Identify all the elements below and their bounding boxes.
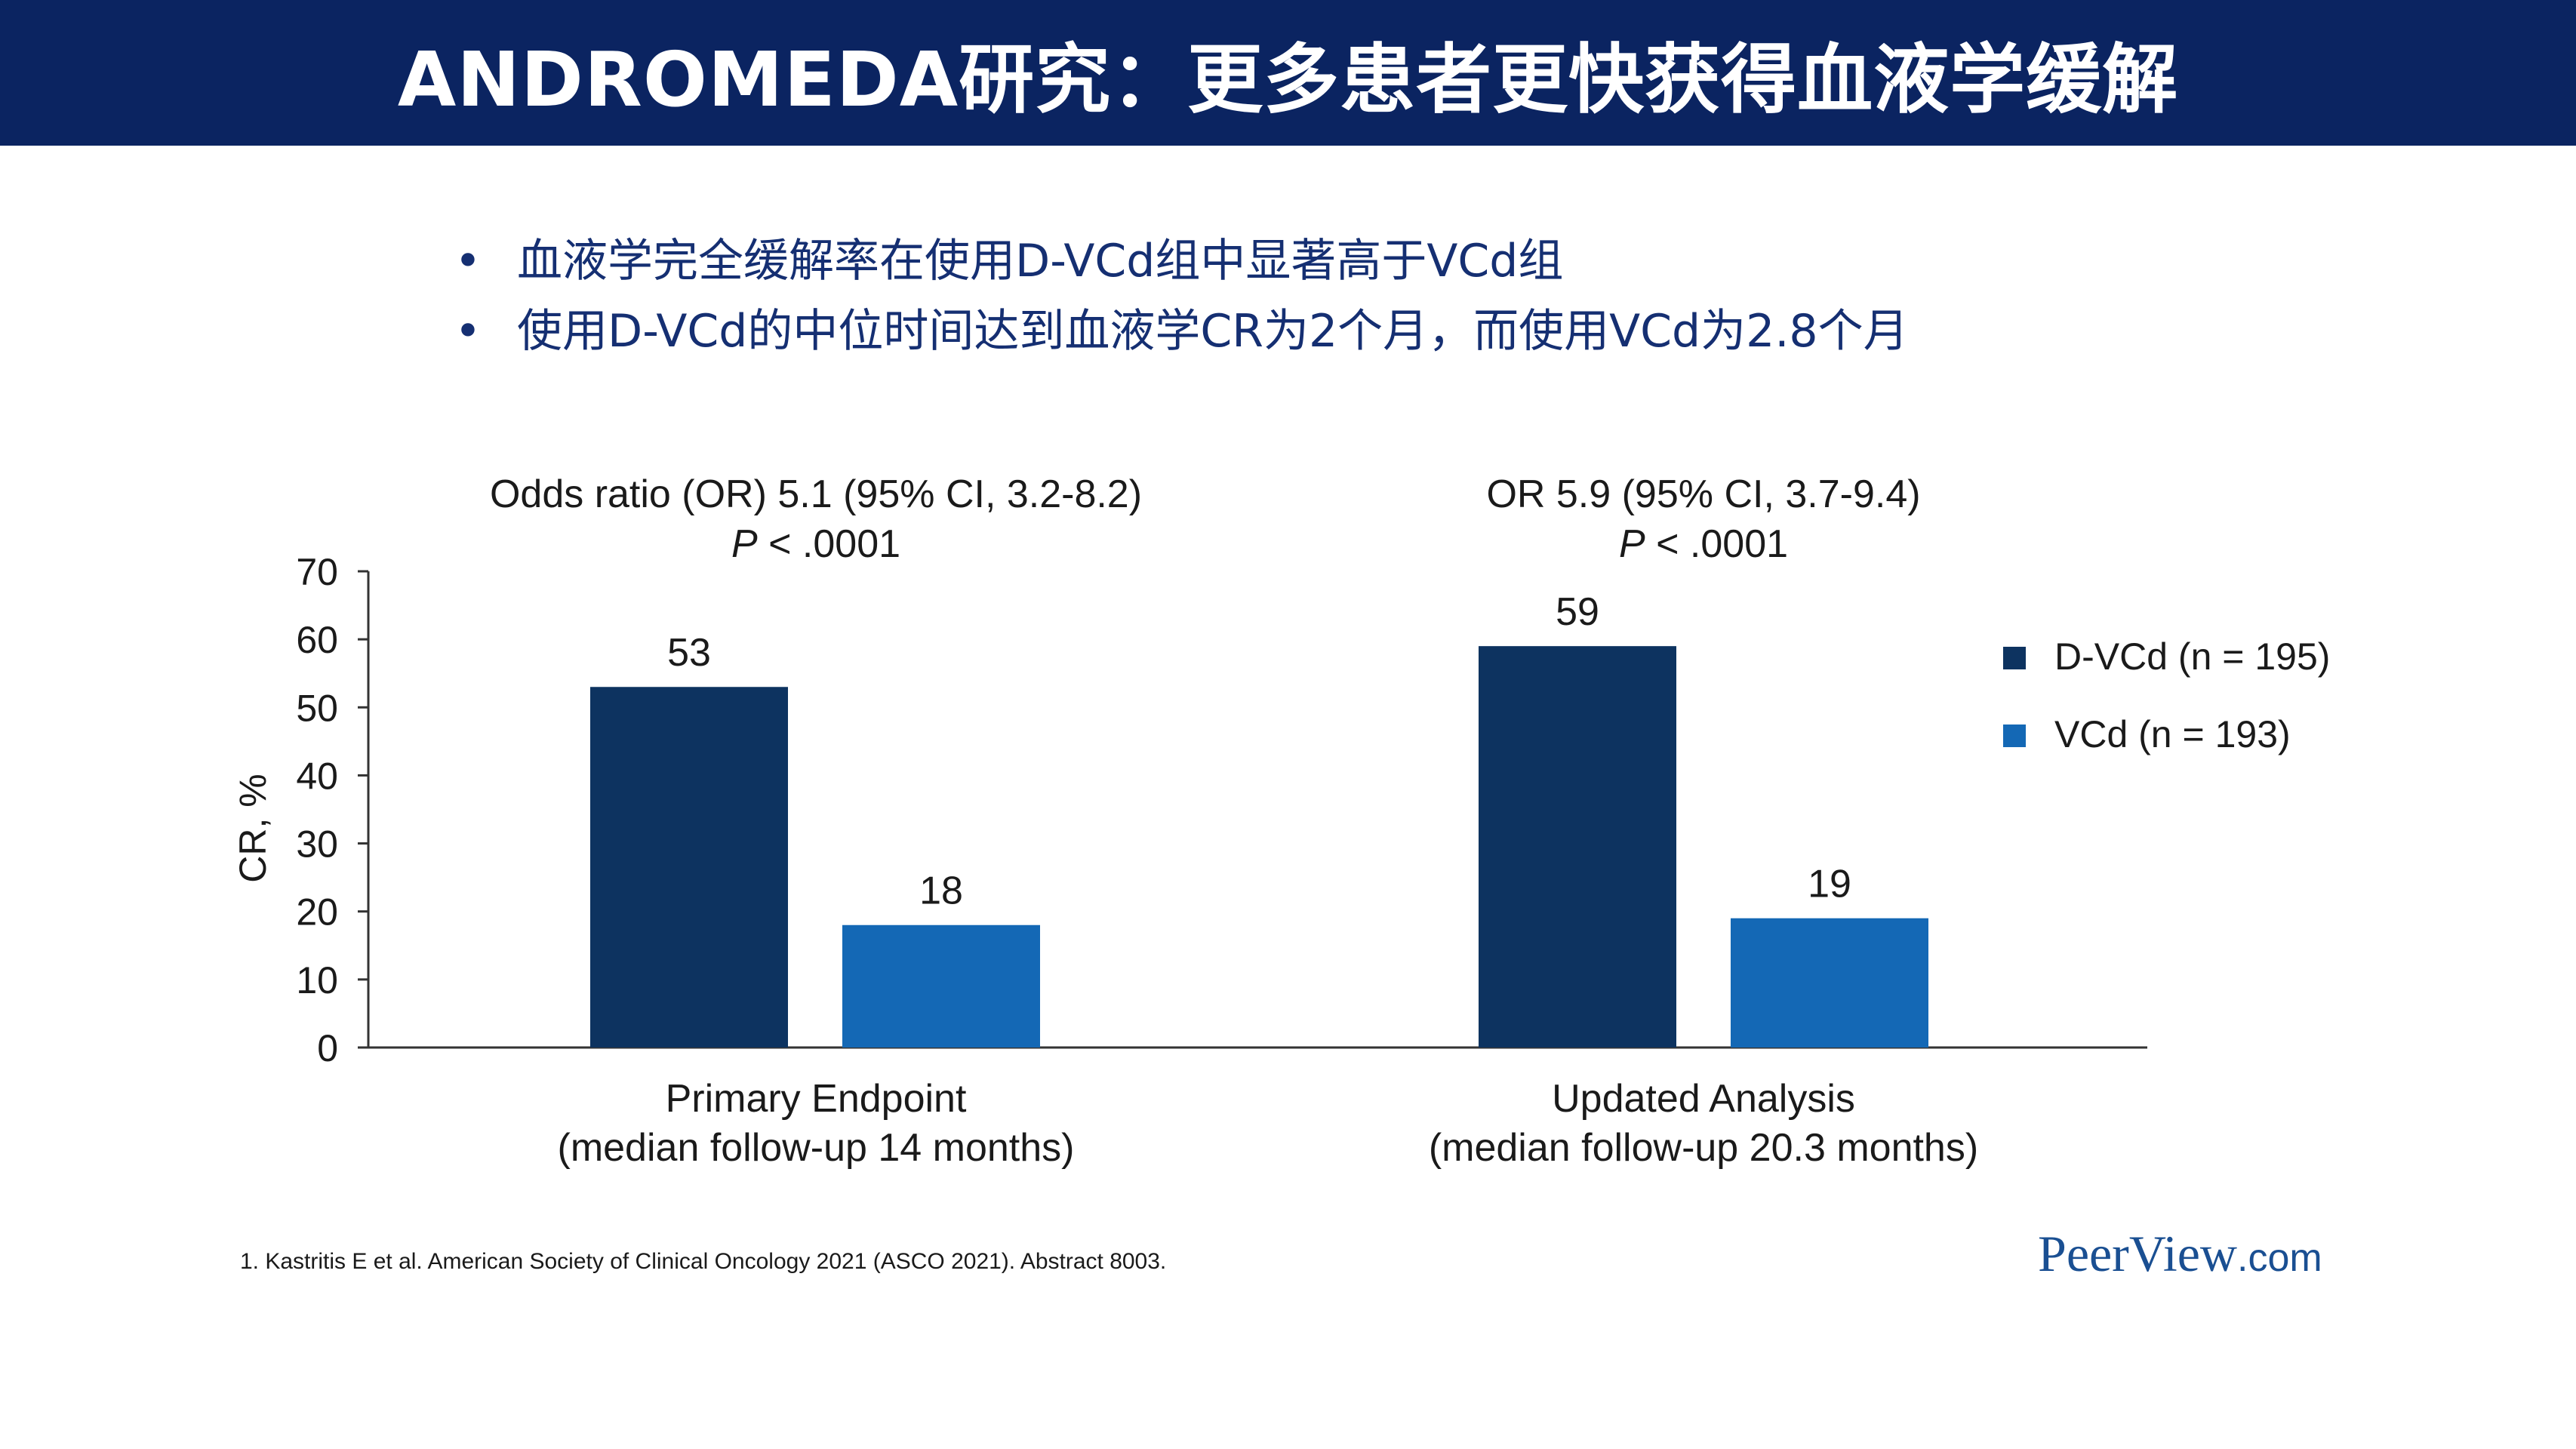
y-tick-label: 70 [296, 551, 338, 593]
legend-label: VCd (n = 193) [2054, 713, 2291, 755]
x-category-label: (median follow-up 14 months) [558, 1126, 1075, 1170]
odds-ratio-annotation: OR 5.9 (95% CI, 3.7-9.4) [1486, 472, 1920, 516]
bullet-glyph: • [454, 235, 482, 288]
bullet-list: • 血液学完全缓解率在使用D-VCd组中显著高于VCd组 • 使用D-VCd的中位时… [453, 226, 1909, 367]
p-label: P [1619, 522, 1645, 566]
y-tick-label: 10 [296, 959, 338, 1001]
bar-value-label: 18 [919, 869, 963, 913]
y-tick-label: 20 [296, 891, 338, 934]
bar [1731, 918, 1928, 1048]
p-label: P [731, 522, 758, 566]
x-category-label: (median follow-up 20.3 months) [1429, 1126, 1978, 1170]
logo-main: PeerView [2038, 1225, 2238, 1282]
legend-swatch [2003, 647, 2026, 669]
legend-swatch [2003, 724, 2026, 747]
slide-title: ANDROMEDA研究：更多患者更快获得血液学缓解 [397, 35, 2179, 124]
bar [590, 687, 788, 1048]
bar [1479, 646, 1676, 1048]
p-value: < .0001 [758, 522, 900, 566]
p-value-annotation: P < .0001 [1619, 522, 1788, 566]
title-bar: ANDROMEDA研究：更多患者更快获得血液学缓解 [0, 0, 2576, 146]
x-category-label: Updated Analysis [1552, 1077, 1855, 1121]
odds-ratio-annotation: Odds ratio (OR) 5.1 (95% CI, 3.2-8.2) [490, 472, 1142, 516]
bar-value-label: 53 [667, 631, 711, 675]
y-tick-label: 0 [317, 1027, 338, 1069]
x-category-label: Primary Endpoint [666, 1077, 967, 1121]
y-tick-label: 40 [296, 755, 338, 797]
bar-value-label: 59 [1556, 590, 1599, 634]
bullet-glyph: • [454, 305, 482, 358]
legend-label: D-VCd (n = 195) [2054, 635, 2330, 678]
bar [842, 924, 1040, 1048]
peerview-logo: PeerView.com [2038, 1224, 2322, 1284]
y-tick-label: 30 [296, 823, 338, 866]
footnote: 1. Kastritis E et al. American Society o… [240, 1249, 1167, 1274]
bullet-text: 使用D-VCd的中位时间达到血液学CR为2个月，而使用VCd为2.8个月 [517, 305, 1909, 358]
bullet-item: • 血液学完全缓解率在使用D-VCd组中显著高于VCd组 [453, 226, 1909, 297]
y-axis-label: CR, % [232, 774, 274, 882]
y-tick-label: 60 [296, 619, 338, 661]
bullet-item: • 使用D-VCd的中位时间达到血液学CR为2个月，而使用VCd为2.8个月 [453, 297, 1909, 367]
bullet-text: 血液学完全缓解率在使用D-VCd组中显著高于VCd组 [517, 235, 1564, 288]
p-value-annotation: P < .0001 [731, 522, 900, 566]
logo-suffix: .com [2237, 1236, 2322, 1280]
p-value: < .0001 [1645, 522, 1788, 566]
y-tick-label: 50 [296, 687, 338, 729]
bar-value-label: 19 [1808, 863, 1851, 906]
